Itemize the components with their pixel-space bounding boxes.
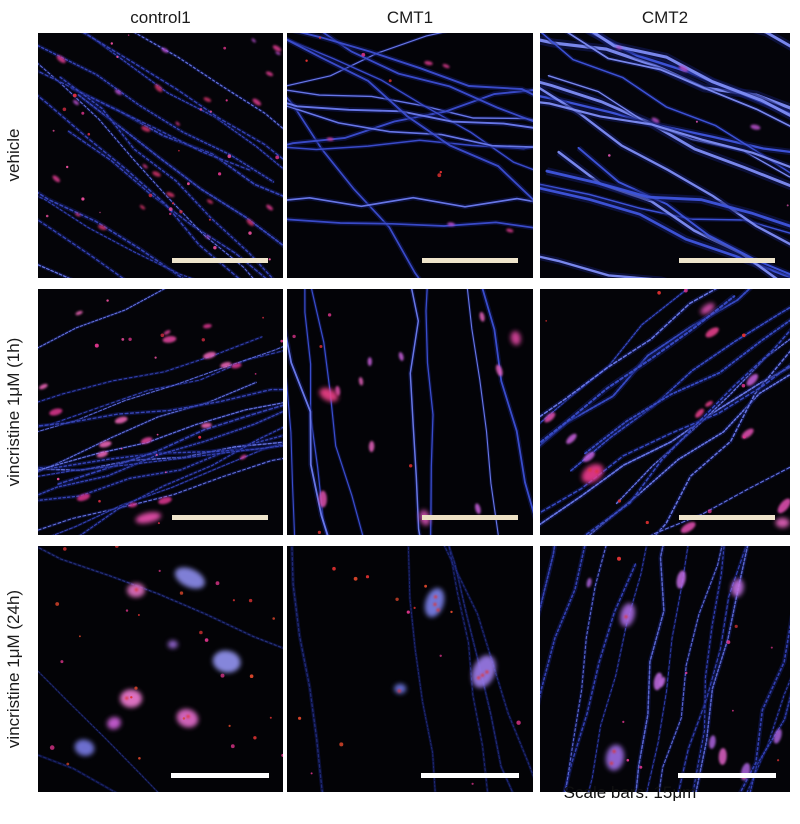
- micrograph-vehicle-cmt1: [287, 33, 533, 278]
- scale-bar-caption: Scale bars: 15μm: [563, 783, 697, 802]
- micrograph-vehicle-cmt2: [540, 33, 790, 278]
- micrograph-image: [38, 33, 283, 278]
- column-header-cmt1: CMT1: [386, 8, 434, 27]
- micrograph-image: [540, 33, 790, 278]
- micrograph-vincristine1h-control1: [38, 289, 283, 535]
- micrograph-vincristine24h-control1: [38, 546, 283, 792]
- micrograph-vincristine24h-cmt2: [540, 546, 790, 792]
- micrograph-image: [287, 33, 533, 278]
- micrograph-image: [287, 289, 533, 535]
- scale-bar: [172, 515, 268, 520]
- scale-bar: [679, 258, 775, 263]
- micrograph-vincristine1h-cmt2: [540, 289, 790, 535]
- micrograph-image: [38, 546, 283, 792]
- micrograph-vincristine1h-cmt1: [287, 289, 533, 535]
- column-header-cmt2: CMT2: [641, 8, 689, 27]
- micrograph-vehicle-control1: [38, 33, 283, 278]
- micrograph-image: [540, 546, 790, 792]
- micrograph-image: [287, 546, 533, 792]
- scale-bar: [171, 773, 269, 778]
- scale-bar: [679, 515, 775, 520]
- micrograph-image: [38, 289, 283, 535]
- scale-bar: [678, 773, 776, 778]
- scale-bar: [421, 773, 519, 778]
- scale-bar: [172, 258, 268, 263]
- row-label-vehicle: vehicle: [4, 128, 23, 182]
- scale-bar: [422, 515, 518, 520]
- micrograph-vincristine24h-cmt1: [287, 546, 533, 792]
- column-header-control1: control1: [130, 8, 191, 27]
- micrograph-image: [540, 289, 790, 535]
- scale-bar: [422, 258, 518, 263]
- row-label-vincristine-1h: vincristine 1μM (1h): [4, 337, 23, 487]
- row-label-vincristine-24h: vincristine 1μM (24h): [4, 589, 23, 749]
